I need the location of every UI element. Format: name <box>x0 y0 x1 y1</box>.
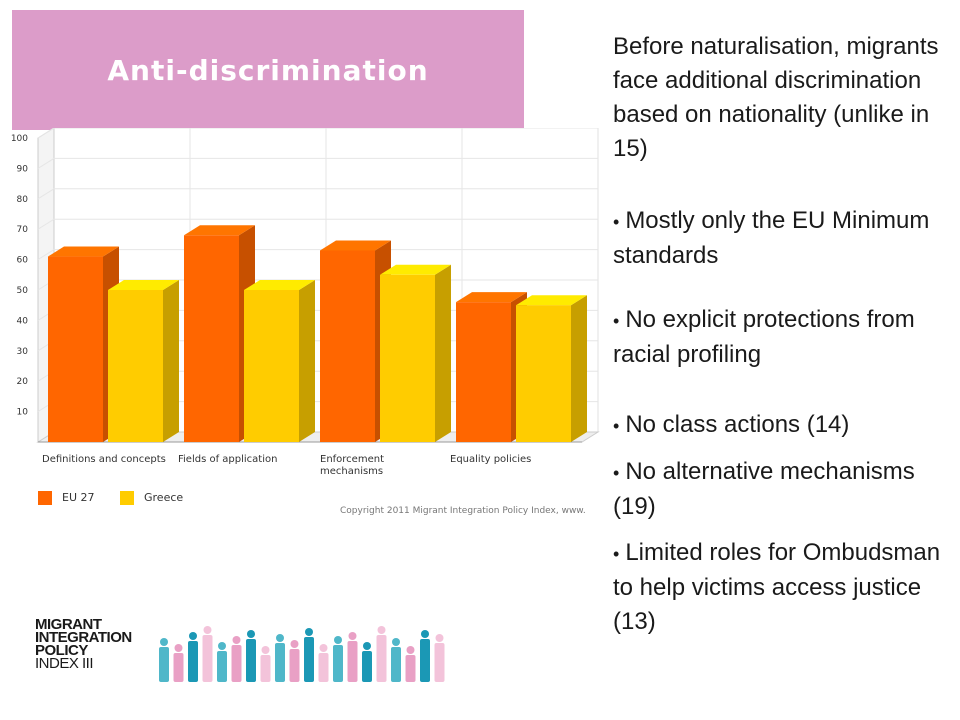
person-figure <box>217 642 227 682</box>
y-tick-label: 90 <box>17 164 29 174</box>
logo-line-3: POLICY <box>35 642 88 659</box>
bullet-item: • No class actions (14) <box>613 408 958 443</box>
bar-greece <box>380 264 451 442</box>
bullet-item: • No alternative mechanisms (19) <box>613 455 958 524</box>
legend-item: EU 27 <box>38 491 95 505</box>
person-figure <box>289 640 300 682</box>
y-tick-label: 10 <box>17 408 29 418</box>
person-figure <box>246 630 256 682</box>
y-tick-label: 50 <box>17 286 29 296</box>
person-figure <box>159 638 169 682</box>
y-tick-label: 40 <box>17 316 29 326</box>
y-tick-label: 70 <box>17 225 29 235</box>
person-figure <box>304 628 314 682</box>
title-box: Anti-discrimination <box>12 10 524 130</box>
bullet-dot: • <box>613 544 620 564</box>
gridline <box>37 218 598 230</box>
intro-paragraph: Before naturalisation, migrants face add… <box>613 33 939 162</box>
y-tick-label: 100 <box>11 134 28 144</box>
y-tick-label: 20 <box>17 377 29 387</box>
bar-greece <box>516 295 587 442</box>
bullet-text: No alternative mechanisms (19) <box>613 458 915 520</box>
bullet-item: • Limited roles for Ombudsman to help vic… <box>613 536 958 639</box>
bullet-text: No class actions (14) <box>625 411 850 438</box>
person-figure <box>318 644 329 682</box>
slide-title: Anti-discrimination <box>107 54 429 87</box>
slide-text: Before naturalisation, migrants face add… <box>613 30 958 651</box>
legend-label: EU 27 <box>62 491 95 504</box>
bullet-text: Mostly only the EU Minimum standards <box>613 207 930 269</box>
person-figure <box>202 626 213 682</box>
logo-line-2: INTEGRATION <box>35 629 132 646</box>
logo-wordmark: MIGRANT INTEGRATION POLICY INDEX III <box>35 616 132 672</box>
mipex-logo: MIGRANT INTEGRATION POLICY INDEX III <box>35 616 445 688</box>
bar-chart: 10 20 30 40 50 60 70 80 90 100 Definitions and con… <box>11 128 600 477</box>
y-tick-label: 30 <box>17 347 29 357</box>
gridline <box>37 157 598 169</box>
bullet-text: No explicit protections from racial prof… <box>613 306 915 368</box>
person-figure <box>260 646 271 682</box>
logo-line-4: INDEX III <box>35 655 94 672</box>
people-figures-graphic <box>159 626 445 682</box>
bullet-dot: • <box>613 463 620 483</box>
bullet-list: • Mostly only the EU Minimum standards • No… <box>613 204 958 639</box>
person-figure <box>333 636 343 682</box>
y-tick-label: 80 <box>17 195 29 205</box>
legend-label: Greece <box>144 491 184 504</box>
bullet-item: • No explicit protections from racial pro… <box>613 303 958 372</box>
x-category-label: Enforcement mechanisms <box>320 454 384 477</box>
person-figure <box>231 636 242 682</box>
legend-item: Greece <box>120 491 183 505</box>
person-figure <box>434 634 445 682</box>
legend-swatch <box>38 491 52 505</box>
person-figure <box>391 638 401 682</box>
person-figure <box>188 632 198 682</box>
gridline <box>37 249 598 261</box>
bullet-item: • Mostly only the EU Minimum standards <box>613 204 958 273</box>
person-figure <box>173 644 184 682</box>
person-figure <box>275 634 285 682</box>
logo-line-1: MIGRANT <box>35 616 102 633</box>
y-tick-label: 60 <box>17 256 29 266</box>
person-figure <box>405 646 416 682</box>
x-category-label: Definitions and concepts <box>42 454 166 465</box>
x-category-label: Equality policies <box>450 454 531 465</box>
bar-greece <box>244 280 315 442</box>
bullet-dot: • <box>613 416 620 436</box>
bullet-dot: • <box>613 311 620 331</box>
gridline <box>37 188 598 200</box>
gridline <box>37 128 598 139</box>
person-figure <box>362 642 372 682</box>
legend-swatch <box>120 491 134 505</box>
bullet-text: Limited roles for Ombudsman to help vict… <box>613 539 941 635</box>
chart-copyright: Copyright 2011 Migrant Integration Polic… <box>340 506 586 516</box>
person-figure <box>420 630 430 682</box>
x-category-label: Fields of application <box>178 454 277 465</box>
bar-greece <box>108 280 179 442</box>
person-figure <box>376 626 387 682</box>
bullet-dot: • <box>613 212 620 232</box>
person-figure <box>347 632 358 682</box>
